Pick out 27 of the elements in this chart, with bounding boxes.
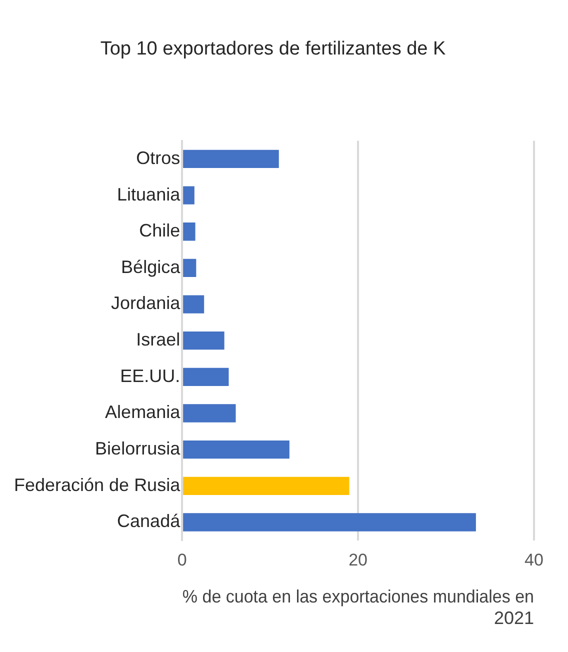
y-tick-label: Federación de Rusia (14, 474, 182, 495)
chart-title: Top 10 exportadores de fertilizantes de K (100, 38, 446, 60)
bar (183, 513, 476, 532)
y-tick-label: Chile (139, 220, 180, 241)
x-tick-label: 20 (348, 550, 368, 570)
bar (183, 368, 229, 386)
y-tick-label: Lituania (117, 184, 182, 204)
y-tick-label: Jordania (111, 293, 182, 314)
bar (183, 258, 196, 278)
bar (183, 404, 236, 422)
y-tick-label: Canadá (117, 511, 182, 532)
y-tick-label: Alemania (105, 402, 182, 422)
y-tick-label: EE.UU. (120, 366, 180, 386)
bar (183, 476, 350, 495)
bar (183, 150, 279, 168)
y-tick-label: Bélgica (121, 256, 182, 277)
y-tick-label: Otros (136, 148, 180, 168)
bar (183, 440, 290, 459)
x-axis-title: % de cuota en las exportaciones mundiales en 2021 (182, 586, 534, 628)
bar (183, 332, 224, 350)
bar (183, 186, 194, 204)
bar (183, 295, 204, 314)
x-tick-label: 40 (524, 550, 544, 570)
bar (183, 222, 196, 241)
y-tick-label: Bielorrusia (95, 438, 182, 459)
y-tick-label: Israel (136, 330, 180, 350)
x-tick-label: 0 (177, 550, 187, 570)
